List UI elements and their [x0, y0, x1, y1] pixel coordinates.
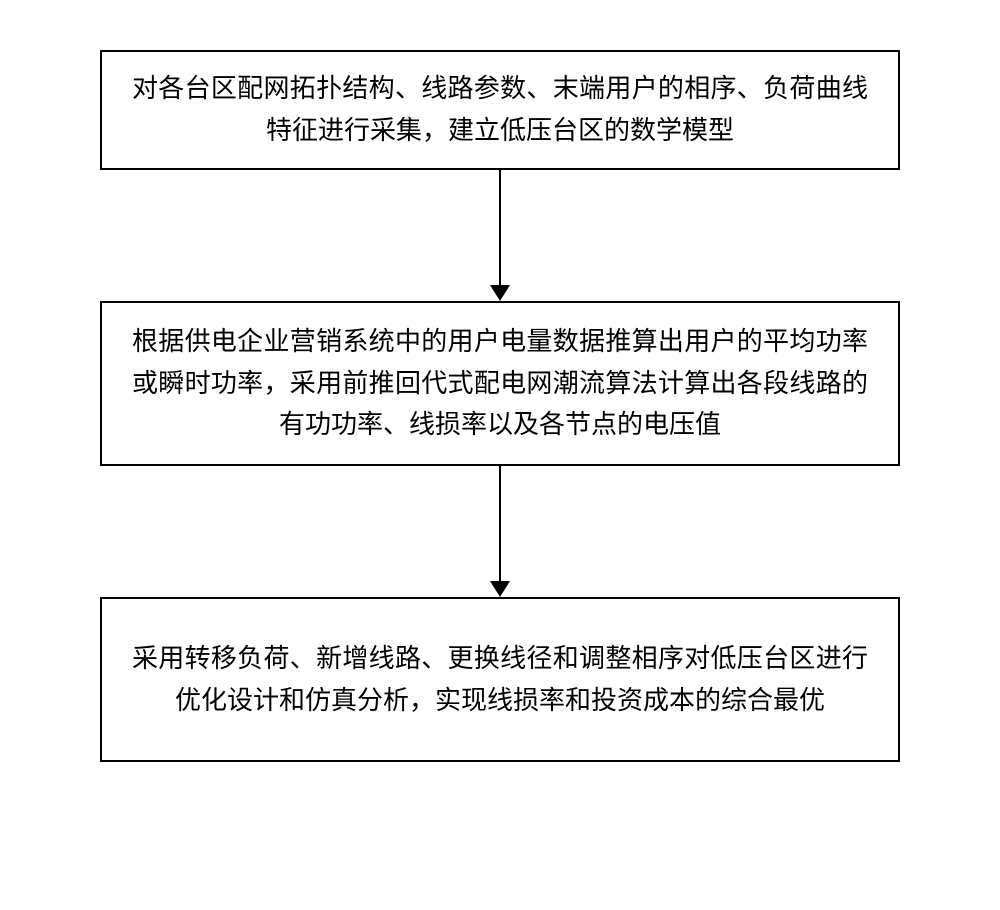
- arrow-1-head: [490, 285, 510, 301]
- arrow-1: [490, 170, 510, 301]
- arrow-1-line: [499, 170, 501, 285]
- step-2-text: 根据供电企业营销系统中的用户电量数据推算出用户的平均功率或瞬时功率，采用前推回代…: [132, 321, 868, 446]
- step-1-text: 对各台区配网拓扑结构、线路参数、末端用户的相序、负荷曲线特征进行采集，建立低压台…: [132, 68, 868, 151]
- flowchart-step-2: 根据供电企业营销系统中的用户电量数据推算出用户的平均功率或瞬时功率，采用前推回代…: [100, 301, 900, 466]
- flowchart-step-1: 对各台区配网拓扑结构、线路参数、末端用户的相序、负荷曲线特征进行采集，建立低压台…: [100, 50, 900, 170]
- flowchart-container: 对各台区配网拓扑结构、线路参数、末端用户的相序、负荷曲线特征进行采集，建立低压台…: [100, 50, 900, 762]
- arrow-2: [490, 466, 510, 597]
- arrow-2-line: [499, 466, 501, 581]
- arrow-2-head: [490, 581, 510, 597]
- flowchart-step-3: 采用转移负荷、新增线路、更换线径和调整相序对低压台区进行优化设计和仿真分析，实现…: [100, 597, 900, 762]
- step-3-text: 采用转移负荷、新增线路、更换线径和调整相序对低压台区进行优化设计和仿真分析，实现…: [132, 638, 868, 721]
